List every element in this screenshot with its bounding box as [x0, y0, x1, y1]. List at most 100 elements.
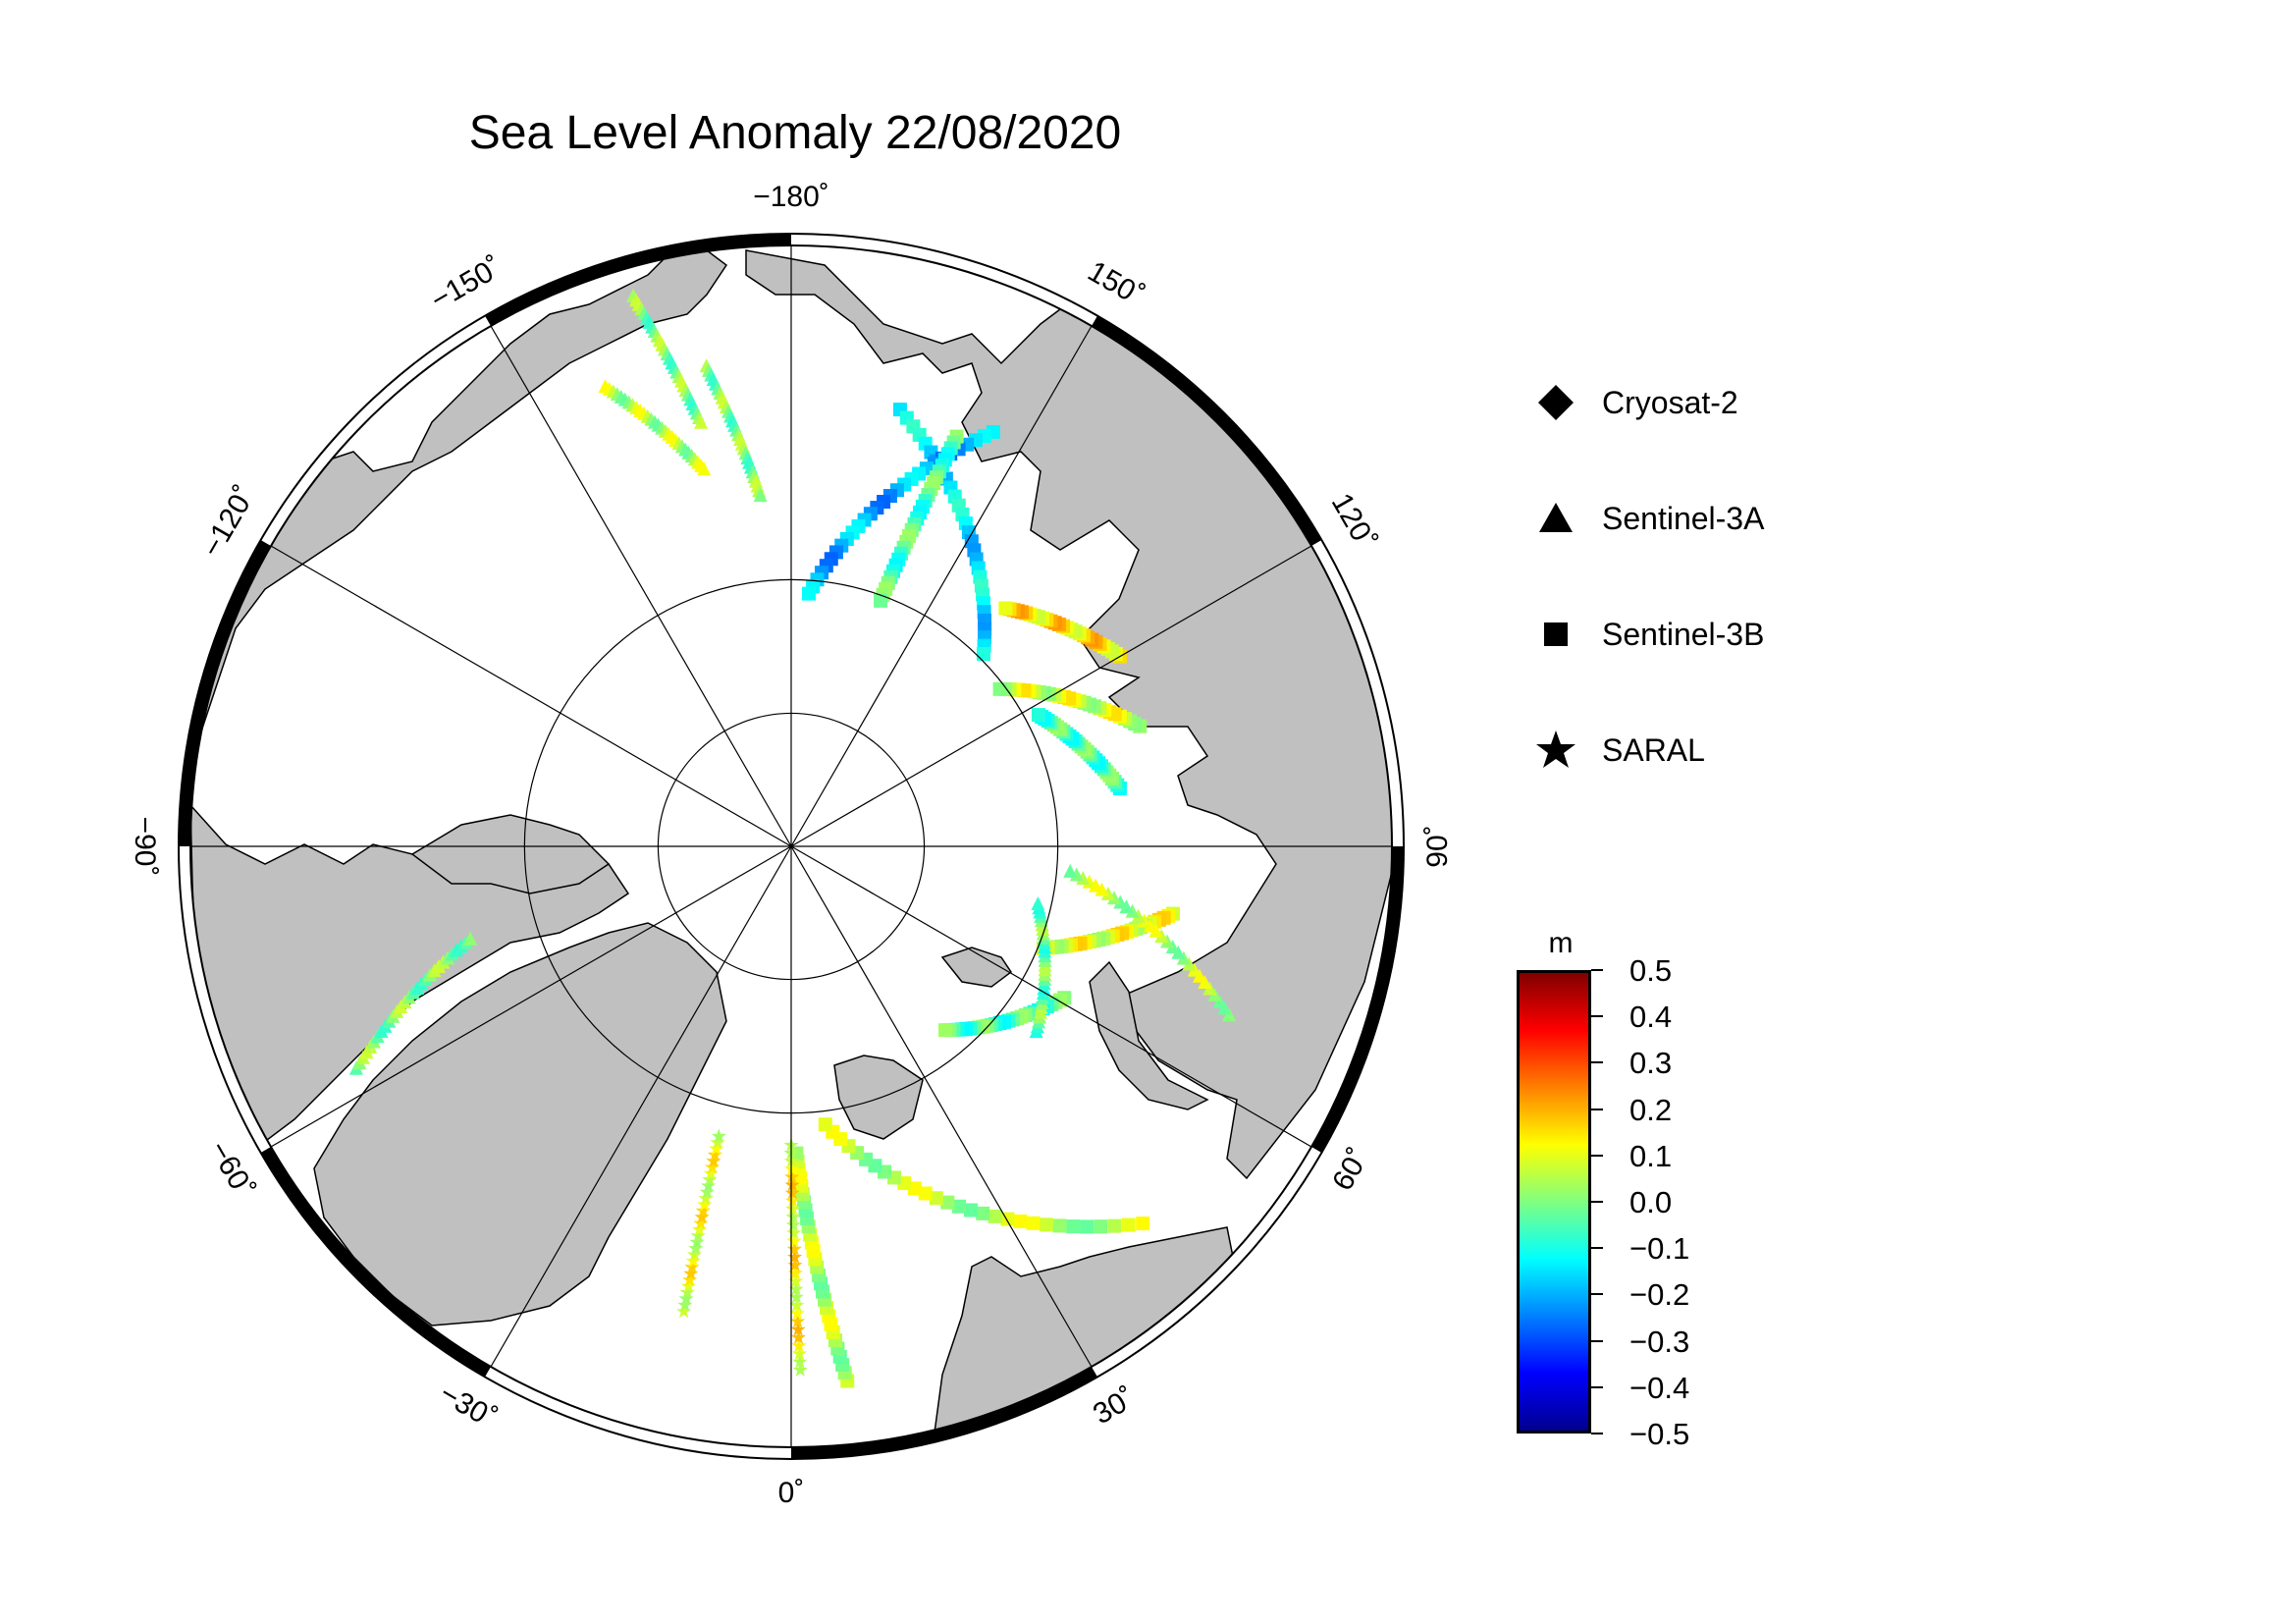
colorbar-tick-mark: [1591, 969, 1603, 971]
track-marker: [786, 1241, 802, 1256]
longitude-label: 150˚: [1083, 255, 1150, 313]
track-marker: [789, 1297, 805, 1313]
frame-segment: [260, 1146, 492, 1378]
track-marker: [1125, 903, 1140, 918]
legend-item-sentinel-3a: Sentinel-3A: [1531, 489, 1764, 548]
track-marker: [691, 1221, 708, 1236]
track-marker: [678, 1290, 694, 1306]
track-marker: [688, 1240, 704, 1256]
track-marker: [679, 1284, 695, 1299]
track-marker: [787, 1257, 803, 1272]
colorbar-tick-label: −0.2: [1629, 1277, 1690, 1313]
track-marker: [686, 1247, 703, 1262]
track-marker: [697, 1197, 713, 1212]
meridian-line: [490, 845, 792, 1368]
track-marker: [1131, 908, 1146, 923]
diamond-icon: [1531, 378, 1580, 427]
longitude-label: 120˚: [1325, 488, 1383, 556]
track-marker: [1031, 896, 1045, 911]
track-marker: [1121, 1217, 1136, 1232]
track-marker: [753, 488, 768, 503]
longitude-label: −60˚: [202, 1136, 260, 1204]
track-marker: [784, 1177, 800, 1192]
legend-label: Sentinel-3A: [1602, 500, 1765, 536]
colorbar-tick-mark: [1591, 1247, 1603, 1250]
track-marker: [706, 1153, 721, 1168]
track-marker: [784, 1185, 800, 1200]
track-marker: [988, 1209, 1002, 1223]
land-svalbard: [833, 1055, 924, 1140]
track-marker: [784, 1168, 800, 1184]
legend-item-cryosat: Cryosat-2: [1531, 373, 1764, 432]
track-marker: [790, 1322, 806, 1336]
track-marker: [1100, 886, 1115, 900]
track-marker: [938, 1023, 953, 1038]
land-franz-josef: [940, 947, 1013, 988]
track-marker: [697, 461, 712, 476]
track-marker: [702, 1171, 718, 1187]
track-marker: [976, 647, 990, 662]
track-marker: [1107, 891, 1122, 905]
track-marker: [695, 1203, 711, 1217]
track-marker: [1082, 874, 1096, 889]
track-marker: [1119, 899, 1134, 914]
land-masses: [190, 249, 1392, 1447]
track-marker: [929, 1191, 943, 1206]
track-marker: [792, 1362, 808, 1377]
meridian-line: [270, 845, 792, 1148]
track-marker: [785, 1217, 801, 1232]
colorbar-tick-mark: [1591, 1293, 1603, 1296]
track-marker: [704, 1160, 721, 1174]
track-marker: [1113, 894, 1128, 909]
colorbar-tick-label: 0.3: [1629, 1046, 1673, 1081]
land-novaya-zemlya: [1089, 960, 1209, 1110]
track-marker: [791, 1337, 807, 1353]
track-marker: [689, 1234, 705, 1249]
longitude-label: −180˚: [753, 181, 829, 213]
track-marker: [693, 1216, 709, 1230]
meridian-line: [790, 545, 1312, 847]
track-marker: [690, 1227, 706, 1243]
frame-segment: [790, 1367, 1097, 1459]
track-marker: [1013, 1214, 1028, 1228]
colorbar-tick-mark: [1591, 1433, 1603, 1434]
track-marker: [874, 593, 888, 608]
meridian-line: [790, 325, 1093, 847]
track-marker: [790, 1314, 806, 1328]
track-marker: [940, 1195, 955, 1210]
track-marker: [694, 414, 709, 429]
track-marker: [785, 1209, 801, 1224]
track-marker: [684, 1259, 700, 1274]
longitude-label: 60˚: [1326, 1143, 1375, 1196]
colorbar-tick-label: 0.5: [1629, 953, 1673, 988]
satellite-tracks: [348, 288, 1237, 1388]
legend-label: Cryosat-2: [1602, 384, 1738, 420]
colorbar-tick-mark: [1591, 1015, 1603, 1018]
track-marker: [682, 1271, 698, 1287]
track-marker: [788, 1273, 804, 1288]
colorbar-tick-label: −0.1: [1629, 1231, 1690, 1267]
longitude-label: −150˚: [425, 250, 507, 316]
track-marker: [1063, 863, 1078, 878]
track-marker: [787, 1265, 803, 1280]
meridian-line: [270, 545, 792, 847]
track-marker: [1089, 878, 1103, 893]
track-marker: [1137, 913, 1151, 928]
longitude-label: 30˚: [1088, 1381, 1141, 1431]
longitude-label: 90˚: [1421, 825, 1454, 867]
meridian-line: [790, 845, 1312, 1148]
track-marker: [963, 1203, 978, 1217]
frame-segment: [1311, 845, 1404, 1153]
colorbar-tick-mark: [1591, 1339, 1603, 1342]
frame-segment: [485, 234, 792, 326]
track-marker: [1026, 1216, 1041, 1230]
map-title: Sea Level Anomaly 22/08/2020: [468, 107, 1122, 159]
track-marker: [792, 1354, 808, 1369]
track-marker: [789, 1305, 805, 1321]
legend-label: SARAL: [1602, 731, 1705, 768]
track-marker: [790, 1329, 807, 1344]
track-marker: [676, 1303, 692, 1319]
track-marker: [907, 1181, 922, 1196]
track-marker: [1052, 1218, 1067, 1233]
